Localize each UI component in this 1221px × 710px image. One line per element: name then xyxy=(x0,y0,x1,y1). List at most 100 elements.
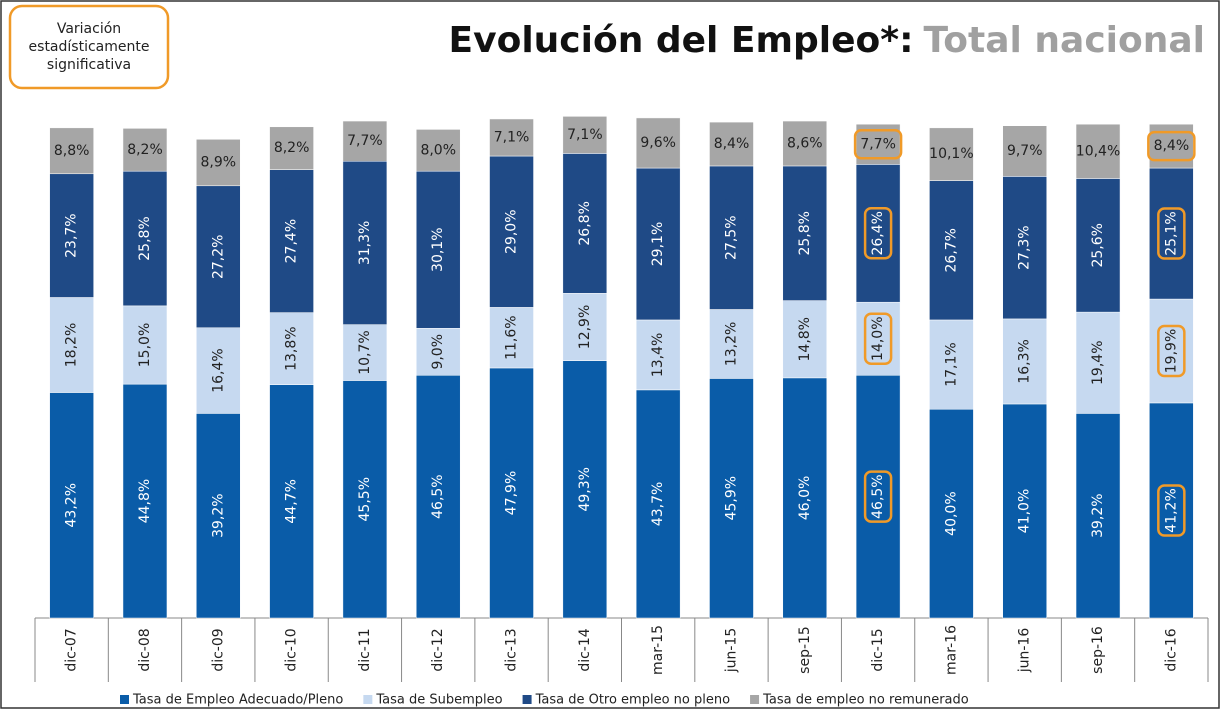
data-label: 26,8% xyxy=(577,201,593,245)
highlight-box xyxy=(1147,130,1196,162)
legend-label: Tasa de Otro empleo no pleno xyxy=(535,693,731,708)
bar-segment xyxy=(782,165,828,301)
bar-segment xyxy=(342,161,388,325)
data-label: 12,9% xyxy=(577,305,593,349)
data-label: 10,7% xyxy=(357,330,373,374)
chart-title: Evolución del Empleo*: Total nacional xyxy=(449,20,1205,61)
data-label: 14,8% xyxy=(797,317,813,361)
data-label: 16,3% xyxy=(1017,339,1033,383)
bar-segment xyxy=(782,300,828,379)
bar-segment xyxy=(709,309,754,379)
x-tick-label: sep-15 xyxy=(797,626,813,674)
bar-segment xyxy=(1002,318,1047,405)
data-label: 25,6% xyxy=(1090,223,1106,267)
data-label: 27,2% xyxy=(210,235,226,279)
highlight-box xyxy=(1157,207,1186,260)
data-label: 27,5% xyxy=(723,215,739,259)
annotation: Variación estadísticamente significativa xyxy=(29,21,150,73)
data-label: 19,4% xyxy=(1090,340,1106,384)
x-tick-label: sep-16 xyxy=(1090,626,1106,674)
bar-segment xyxy=(1002,125,1047,177)
data-label: 8,2% xyxy=(274,140,310,156)
bar-segment xyxy=(1075,413,1121,619)
bar-segment xyxy=(929,180,974,321)
data-label: 31,3% xyxy=(357,221,373,265)
data-label: 8,0% xyxy=(420,142,456,158)
bar-segment xyxy=(415,129,461,172)
x-tick-label: dic-08 xyxy=(137,628,153,671)
data-label: 26,7% xyxy=(943,228,959,272)
data-label: 23,7% xyxy=(64,213,80,257)
bar-segment xyxy=(196,185,241,329)
data-label: 13,8% xyxy=(284,326,300,370)
bar-segment xyxy=(489,307,534,369)
data-label: 46,0% xyxy=(797,476,813,520)
data-label: 19,9% xyxy=(1163,329,1179,373)
data-label: 8,4% xyxy=(1154,138,1190,154)
bar-segment xyxy=(709,378,754,619)
title: Evolución del Empleo*: xyxy=(449,20,914,61)
bar-segment xyxy=(929,127,974,181)
legend-label: Tasa de empleo no remunerado xyxy=(762,693,969,708)
x-tick-label: dic-14 xyxy=(577,628,593,671)
x-tick-label: dic-09 xyxy=(210,628,226,671)
x-tick-label: mar-15 xyxy=(650,625,666,675)
bar-segment xyxy=(1149,167,1194,300)
bar-segment xyxy=(562,293,608,361)
data-label: 16,4% xyxy=(210,348,226,392)
bar-segment xyxy=(562,116,608,154)
bar-segment xyxy=(709,121,754,167)
bar-segment xyxy=(489,367,534,619)
data-label: 30,1% xyxy=(430,227,446,271)
data-label: 47,9% xyxy=(504,471,520,515)
bar-segment xyxy=(342,120,388,162)
highlight-box xyxy=(863,207,893,260)
bar-segment xyxy=(269,126,314,170)
data-label: 8,2% xyxy=(127,142,163,158)
highlight-box xyxy=(863,312,893,365)
data-label: 44,7% xyxy=(284,479,300,523)
bar-segment xyxy=(1075,178,1121,313)
data-label: 7,1% xyxy=(494,129,530,145)
x-tick-label: dic-10 xyxy=(284,628,300,671)
bar-segment xyxy=(709,165,754,310)
data-label: 45,5% xyxy=(357,477,373,521)
data-label: 43,2% xyxy=(64,483,80,527)
data-label: 25,8% xyxy=(797,211,813,255)
x-tick-label: jun-16 xyxy=(1017,628,1033,674)
data-label: 7,7% xyxy=(860,136,896,152)
bar-segment xyxy=(122,383,168,619)
bar-segment xyxy=(562,360,608,619)
data-label: 27,3% xyxy=(1017,225,1033,269)
highlight-box xyxy=(863,470,893,523)
bar-segment xyxy=(269,312,314,385)
data-label: 10,4% xyxy=(1076,143,1120,159)
bar-segment xyxy=(196,327,241,414)
bar-segment xyxy=(196,139,241,187)
data-label: 25,8% xyxy=(137,216,153,260)
data-label: 8,6% xyxy=(787,136,823,152)
highlight-box xyxy=(853,129,903,160)
data-label: 41,0% xyxy=(1017,489,1033,533)
bar-segment xyxy=(122,128,168,172)
data-label: 11,6% xyxy=(504,315,520,359)
bar-segment xyxy=(855,375,901,619)
data-label: 9,0% xyxy=(430,334,446,370)
bar-segment xyxy=(562,153,608,294)
bar-segment xyxy=(342,324,388,381)
data-label: 7,7% xyxy=(347,133,383,149)
x-tick-label: dic-15 xyxy=(870,628,886,671)
bar-segment xyxy=(1002,403,1047,619)
bar-segment xyxy=(489,118,534,157)
x-tick-label: dic-13 xyxy=(504,628,520,671)
data-label: 15,0% xyxy=(137,323,153,367)
data-label: 29,1% xyxy=(650,222,666,266)
annotation-box xyxy=(8,4,170,90)
bar-segment xyxy=(269,384,314,619)
data-label: 39,2% xyxy=(210,493,226,537)
bar-segment xyxy=(489,155,534,308)
subtitle: Total nacional xyxy=(924,20,1205,61)
bar-segment xyxy=(49,173,94,298)
